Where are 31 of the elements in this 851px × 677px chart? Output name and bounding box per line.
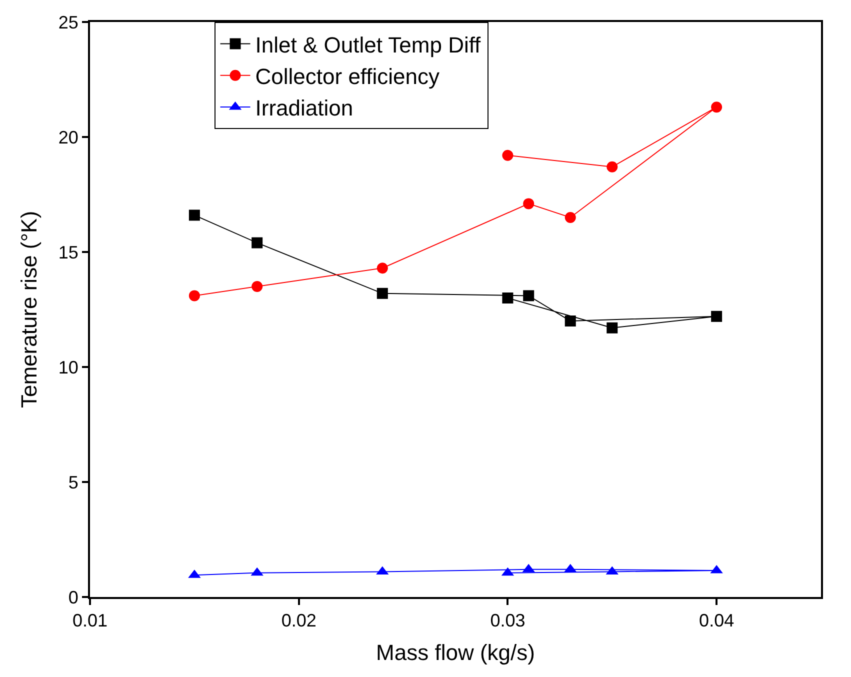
y-tick-label: 20 xyxy=(58,127,78,148)
point xyxy=(606,322,618,334)
point xyxy=(188,210,200,221)
legend-label: Irradiation xyxy=(255,96,354,121)
point xyxy=(564,212,576,223)
point xyxy=(376,262,388,274)
point xyxy=(502,150,514,161)
legend-label: Collector efficiency xyxy=(255,64,440,89)
y-tick-label: 10 xyxy=(58,357,78,378)
point xyxy=(711,310,722,322)
x-tick-label: 0.03 xyxy=(490,610,526,631)
legend-label: Inlet & Outlet Temp Diff xyxy=(255,32,482,58)
y-tick-label: 25 xyxy=(58,12,78,32)
point xyxy=(188,290,200,302)
point xyxy=(252,281,263,292)
y-tick-label: 5 xyxy=(68,472,78,492)
y-axis-title: Temerature rise (°K) xyxy=(16,210,42,408)
x-axis-title: Mass flow (kg/s) xyxy=(376,640,535,665)
point xyxy=(376,288,388,299)
point xyxy=(502,292,514,304)
x-tick-label: 0.01 xyxy=(72,610,108,631)
point xyxy=(564,316,576,326)
point xyxy=(252,237,263,248)
point xyxy=(523,290,534,302)
point xyxy=(711,102,722,113)
x-tick-label: 0.02 xyxy=(281,610,316,631)
x-tick-label: 0.04 xyxy=(699,610,734,631)
point xyxy=(523,198,534,210)
point xyxy=(606,161,618,172)
y-tick-label: 15 xyxy=(58,242,78,262)
y-tick-label: 0 xyxy=(68,587,78,608)
